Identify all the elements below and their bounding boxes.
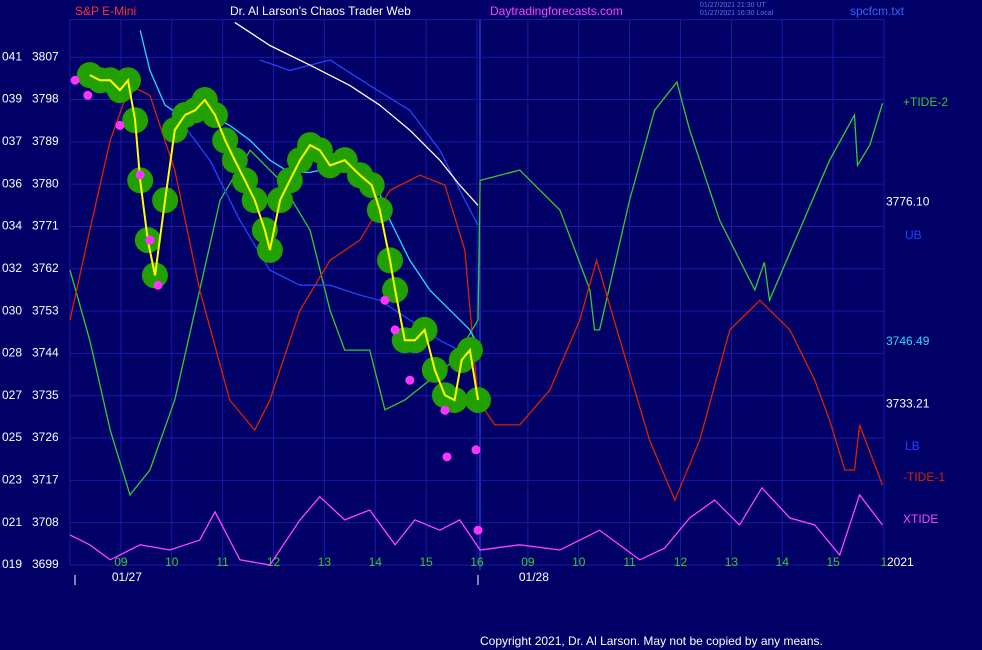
y-tick-label: 3744 <box>32 346 59 360</box>
series-line <box>69 80 884 497</box>
y-tick-label: 3798 <box>32 92 59 106</box>
y-tick-prefix: 025 <box>2 430 22 444</box>
y-tick-prefix: 019 <box>2 557 22 571</box>
y-tick-prefix: 027 <box>2 388 22 402</box>
series-line <box>89 74 479 402</box>
date-label: 01/28 <box>519 570 549 584</box>
dot-marker <box>135 170 145 180</box>
header-title: Dr. Al Larson's Chaos Trader Web <box>230 4 411 18</box>
legend-label: UB <box>905 228 922 242</box>
x-tick-label: 13 <box>725 555 739 569</box>
y-tick-prefix: 028 <box>2 346 22 360</box>
x-tick-label: 11 <box>216 555 229 569</box>
x-tick-label: 13 <box>318 555 332 569</box>
dot-marker <box>153 280 163 290</box>
dot-marker <box>390 325 400 335</box>
dot-marker <box>442 452 452 462</box>
y-tick-prefix: 041 <box>2 49 22 63</box>
series-line <box>69 486 884 566</box>
header-file: spcfcm.txt <box>850 4 905 18</box>
y-tick-label: 3762 <box>32 261 59 275</box>
legend-label: XTIDE <box>903 512 938 526</box>
header-left: S&P E-Mini <box>75 4 136 18</box>
x-tick-label: 12 <box>674 555 688 569</box>
y-tick-prefix: 034 <box>2 219 22 233</box>
year-label: 2021 <box>887 555 914 569</box>
x-tick-label: 10 <box>165 555 179 569</box>
y-tick-label: 3726 <box>32 430 59 444</box>
x-tick-label: 12 <box>267 555 281 569</box>
series-line <box>69 84 884 502</box>
dot-marker <box>380 295 390 305</box>
legend-label: LB <box>905 439 920 453</box>
dot-marker <box>70 75 80 85</box>
level-label: 3776.10 <box>886 195 930 209</box>
y-tick-label: 3807 <box>32 49 59 63</box>
y-tick-prefix: 030 <box>2 303 22 317</box>
x-tick-label: 11 <box>623 555 636 569</box>
dot-marker <box>115 120 125 130</box>
series-line <box>234 21 479 206</box>
y-tick-label: 3717 <box>32 473 59 487</box>
y-tick-prefix: 036 <box>2 176 22 190</box>
dot-marker <box>405 375 415 385</box>
dot-marker <box>471 445 481 455</box>
date-label: 01/27 <box>112 570 142 584</box>
x-tick-label: 16 <box>470 555 484 569</box>
dot-marker <box>145 235 155 245</box>
header-site: Daytradingforecasts.com <box>490 4 623 18</box>
x-tick-label: 09 <box>521 555 535 569</box>
y-tick-label: 3699 <box>32 557 59 571</box>
y-tick-prefix: 023 <box>2 473 22 487</box>
x-tick-label: 14 <box>369 555 383 569</box>
dot-marker <box>473 525 483 535</box>
y-tick-label: 3753 <box>32 303 59 317</box>
y-tick-label: 3735 <box>32 388 59 402</box>
legend-label: -TIDE-1 <box>903 470 945 484</box>
x-tick-label: 10 <box>572 555 586 569</box>
level-label: 3733.21 <box>886 396 930 410</box>
footer: Copyright 2021, Dr. Al Larson. May not b… <box>480 634 823 648</box>
x-tick-label: 14 <box>776 555 790 569</box>
y-tick-prefix: 037 <box>2 134 22 148</box>
x-tick-label: 1 <box>881 555 888 569</box>
dot-marker <box>440 405 450 415</box>
x-tick-label: 15 <box>826 555 840 569</box>
y-tick-label: 3780 <box>32 176 59 190</box>
y-tick-label: 3789 <box>32 134 59 148</box>
header-stamp: 01/27/2021 21:30 UT <box>700 2 766 9</box>
y-tick-prefix: 021 <box>2 515 22 529</box>
x-tick-label: 09 <box>114 555 128 569</box>
x-tick-label: 15 <box>419 555 433 569</box>
y-tick-prefix: 032 <box>2 261 22 275</box>
y-tick-prefix: 039 <box>2 92 22 106</box>
series-line <box>259 59 479 226</box>
header-stamp: 01/27/2021 16:30 Local <box>700 10 774 17</box>
level-label: 3746.49 <box>886 334 930 348</box>
dot-marker <box>83 90 93 100</box>
legend-label: +TIDE-2 <box>903 95 948 109</box>
y-tick-label: 3771 <box>32 219 59 233</box>
y-tick-label: 3708 <box>32 515 59 529</box>
